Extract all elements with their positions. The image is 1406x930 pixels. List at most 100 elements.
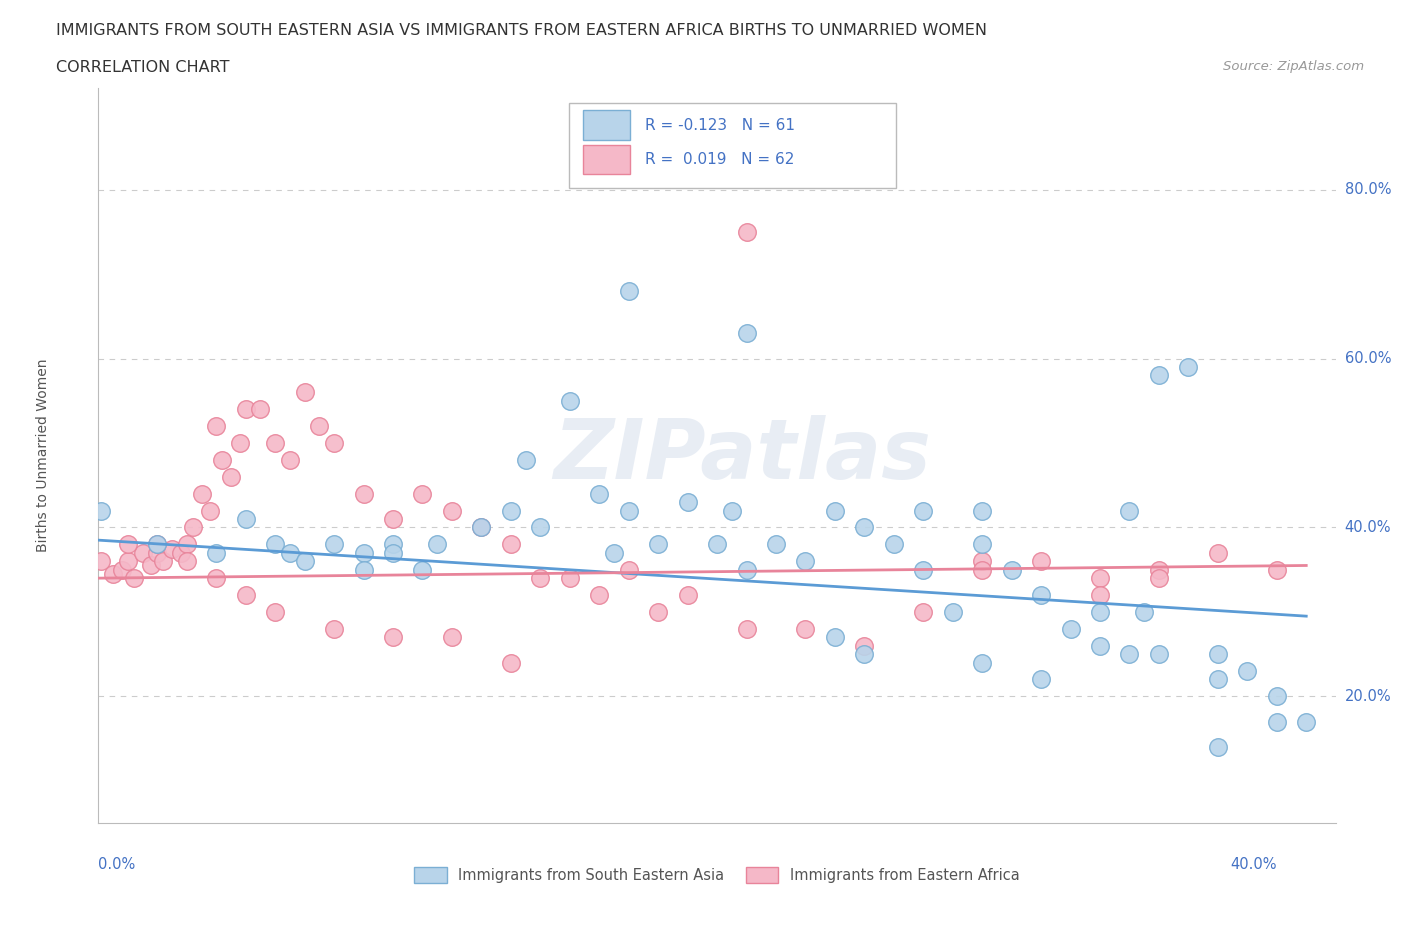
Point: [1147, 571, 1170, 586]
Point: [353, 486, 375, 501]
Point: [176, 554, 198, 569]
Point: [794, 621, 817, 636]
Point: [90, 503, 112, 518]
Point: [824, 503, 846, 518]
Point: [382, 537, 405, 551]
Point: [323, 621, 346, 636]
Text: CORRELATION CHART: CORRELATION CHART: [56, 60, 229, 75]
Point: [912, 503, 935, 518]
Point: [972, 655, 994, 670]
Point: [1029, 672, 1052, 687]
Point: [117, 554, 139, 569]
Point: [972, 554, 994, 569]
Point: [1029, 554, 1052, 569]
Point: [122, 571, 145, 586]
Point: [617, 563, 640, 578]
Text: R = -0.123   N = 61: R = -0.123 N = 61: [645, 117, 796, 133]
Point: [170, 545, 193, 560]
Point: [529, 520, 551, 535]
Point: [1088, 571, 1111, 586]
Point: [308, 418, 330, 433]
Point: [353, 563, 375, 578]
Point: [264, 435, 287, 450]
Point: [1206, 646, 1229, 661]
Point: [794, 554, 817, 569]
Bar: [583, 145, 630, 174]
Point: [382, 630, 405, 644]
Point: [499, 537, 522, 551]
Point: [853, 646, 876, 661]
Point: [942, 604, 965, 619]
Point: [146, 537, 169, 551]
Point: [101, 566, 124, 581]
Text: ZIPatlas: ZIPatlas: [553, 415, 931, 497]
Point: [1206, 739, 1229, 754]
Point: [1118, 646, 1140, 661]
Text: 40.0%: 40.0%: [1344, 520, 1391, 535]
Point: [1133, 604, 1156, 619]
Point: [499, 503, 522, 518]
Point: [706, 537, 728, 551]
Point: [603, 545, 626, 560]
Point: [912, 604, 935, 619]
Point: [1206, 672, 1229, 687]
Point: [205, 545, 228, 560]
Text: R =  0.019   N = 62: R = 0.019 N = 62: [645, 153, 794, 167]
Point: [131, 545, 153, 560]
Point: [353, 545, 375, 560]
Point: [294, 554, 316, 569]
Point: [1295, 714, 1317, 729]
Point: [1029, 588, 1052, 603]
Point: [1088, 588, 1111, 603]
Point: [1206, 545, 1229, 560]
Point: [235, 402, 257, 417]
Point: [735, 621, 758, 636]
Point: [1177, 360, 1199, 375]
Text: 40.0%: 40.0%: [1230, 857, 1277, 871]
Point: [499, 655, 522, 670]
Point: [1118, 503, 1140, 518]
Point: [211, 453, 233, 468]
Point: [200, 503, 222, 518]
Point: [440, 630, 463, 644]
Point: [676, 588, 699, 603]
Point: [294, 385, 316, 400]
Point: [323, 435, 346, 450]
Point: [912, 563, 935, 578]
Point: [735, 326, 758, 340]
Point: [190, 486, 212, 501]
Point: [1147, 368, 1170, 383]
Text: 20.0%: 20.0%: [1344, 689, 1391, 704]
Point: [440, 503, 463, 518]
Point: [90, 554, 112, 569]
Point: [972, 537, 994, 551]
Point: [617, 503, 640, 518]
Point: [264, 537, 287, 551]
Point: [676, 495, 699, 510]
Point: [111, 563, 134, 578]
Point: [146, 537, 169, 551]
Point: [278, 545, 301, 560]
Point: [205, 418, 228, 433]
Point: [1001, 563, 1024, 578]
Point: [229, 435, 252, 450]
Text: Source: ZipAtlas.com: Source: ZipAtlas.com: [1223, 60, 1364, 73]
Point: [181, 520, 204, 535]
Point: [1265, 714, 1288, 729]
Point: [1088, 604, 1111, 619]
Point: [529, 571, 551, 586]
FancyBboxPatch shape: [568, 103, 897, 188]
Point: [853, 520, 876, 535]
Point: [152, 554, 174, 569]
Point: [515, 453, 537, 468]
Point: [146, 545, 169, 560]
Point: [235, 588, 257, 603]
Point: [1147, 563, 1170, 578]
Point: [235, 512, 257, 526]
Point: [1059, 621, 1081, 636]
Point: [853, 638, 876, 653]
Point: [972, 563, 994, 578]
Point: [323, 537, 346, 551]
Point: [426, 537, 449, 551]
Point: [470, 520, 492, 535]
